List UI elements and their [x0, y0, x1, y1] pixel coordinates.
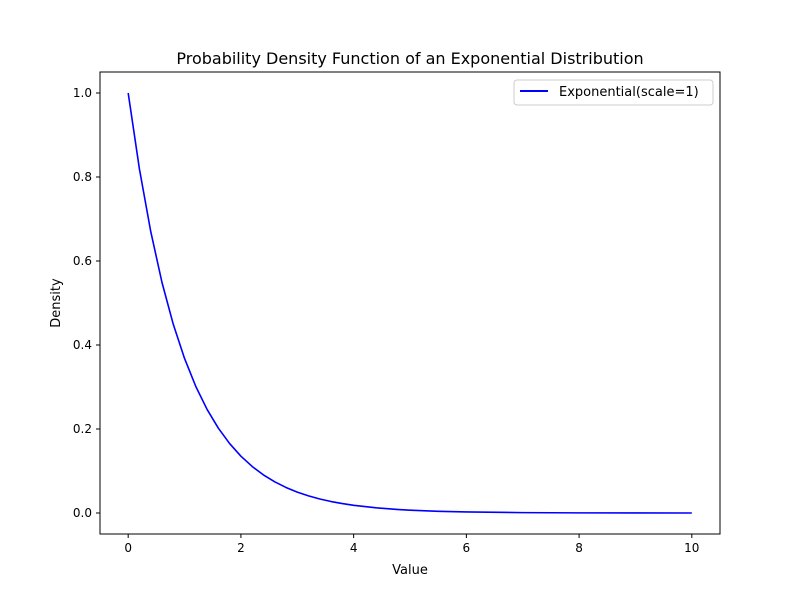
x-tick-label: 8 [575, 541, 583, 555]
legend-label: Exponential(scale=1) [559, 85, 699, 100]
x-tick-label: 0 [124, 541, 132, 555]
y-tick-label: 0.8 [73, 170, 92, 184]
x-tick-label: 2 [237, 541, 245, 555]
x-tick-label: 4 [350, 541, 358, 555]
x-ticks: 0 2 4 6 8 10 [124, 534, 699, 555]
y-tick-label: 1.0 [73, 86, 92, 100]
series-line [127, 92, 692, 514]
y-tick-label: 0.6 [73, 254, 92, 268]
legend: Exponential(scale=1) [513, 79, 714, 106]
series-layer [127, 92, 692, 514]
legend-box [513, 79, 714, 106]
plot-frame [99, 71, 721, 535]
y-axis-label: Density [49, 278, 64, 328]
y-tick-label: 0.0 [73, 506, 92, 520]
y-tick-label: 0.2 [73, 422, 92, 436]
x-axis-label: Value [392, 563, 428, 578]
x-tick-label: 6 [463, 541, 471, 555]
x-tick-label: 10 [684, 541, 699, 555]
chart-title: Probability Density Function of an Expon… [176, 49, 643, 68]
y-ticks: 0.0 0.2 0.4 0.6 0.8 1.0 [73, 86, 100, 520]
y-tick-label: 0.4 [73, 338, 92, 352]
